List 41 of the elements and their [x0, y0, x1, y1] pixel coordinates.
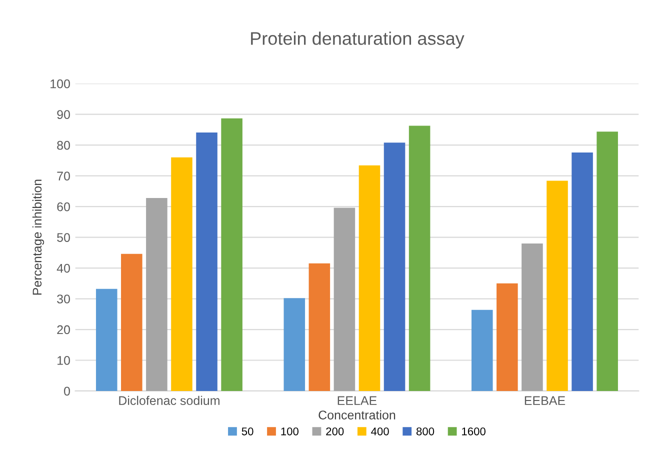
legend-label: 50 [242, 427, 254, 436]
bar [96, 288, 118, 391]
bar [146, 198, 168, 391]
bar [408, 126, 430, 391]
bar [496, 283, 518, 391]
bar [572, 152, 593, 391]
bar [472, 310, 493, 391]
bar [121, 254, 142, 391]
y-tick-label: 40 [56, 264, 70, 273]
y-tick-label: 20 [57, 325, 70, 334]
y-tick-label: 0 [64, 386, 70, 396]
bar [284, 298, 306, 391]
x-tick-label: EELAE [338, 396, 377, 405]
y-tick-label: 30 [57, 294, 70, 304]
x-tick-label: EEBAE [524, 396, 566, 405]
y-axis-title: Percentage inhibition [32, 180, 44, 295]
bar [196, 132, 218, 391]
y-tick-label: 10 [58, 356, 70, 365]
legend-label: 100 [281, 427, 298, 436]
bar [334, 208, 356, 391]
chart-title: Protein denaturation assay [251, 32, 464, 48]
y-tick-label: 70 [57, 172, 70, 180]
bar [221, 118, 242, 391]
x-tick-label: Diclofenac sodium [119, 396, 220, 406]
legend-label: 400 [371, 427, 389, 436]
bar [308, 263, 330, 391]
y-tick-label: 100 [50, 79, 70, 88]
y-tick-label: 80 [57, 140, 70, 150]
y-tick-label: 50 [57, 233, 70, 242]
bar [171, 157, 192, 391]
bar [596, 132, 618, 391]
legend-label: 200 [326, 427, 344, 436]
legend-label: 800 [416, 427, 434, 436]
x-axis-title: Concentration [318, 410, 396, 420]
y-tick-label: 90 [57, 110, 70, 120]
bar [546, 180, 568, 391]
legend-label: 1600 [462, 427, 486, 436]
bar [358, 165, 380, 391]
bar [384, 142, 406, 391]
y-tick-label: 60 [57, 202, 70, 212]
bar [522, 243, 543, 391]
